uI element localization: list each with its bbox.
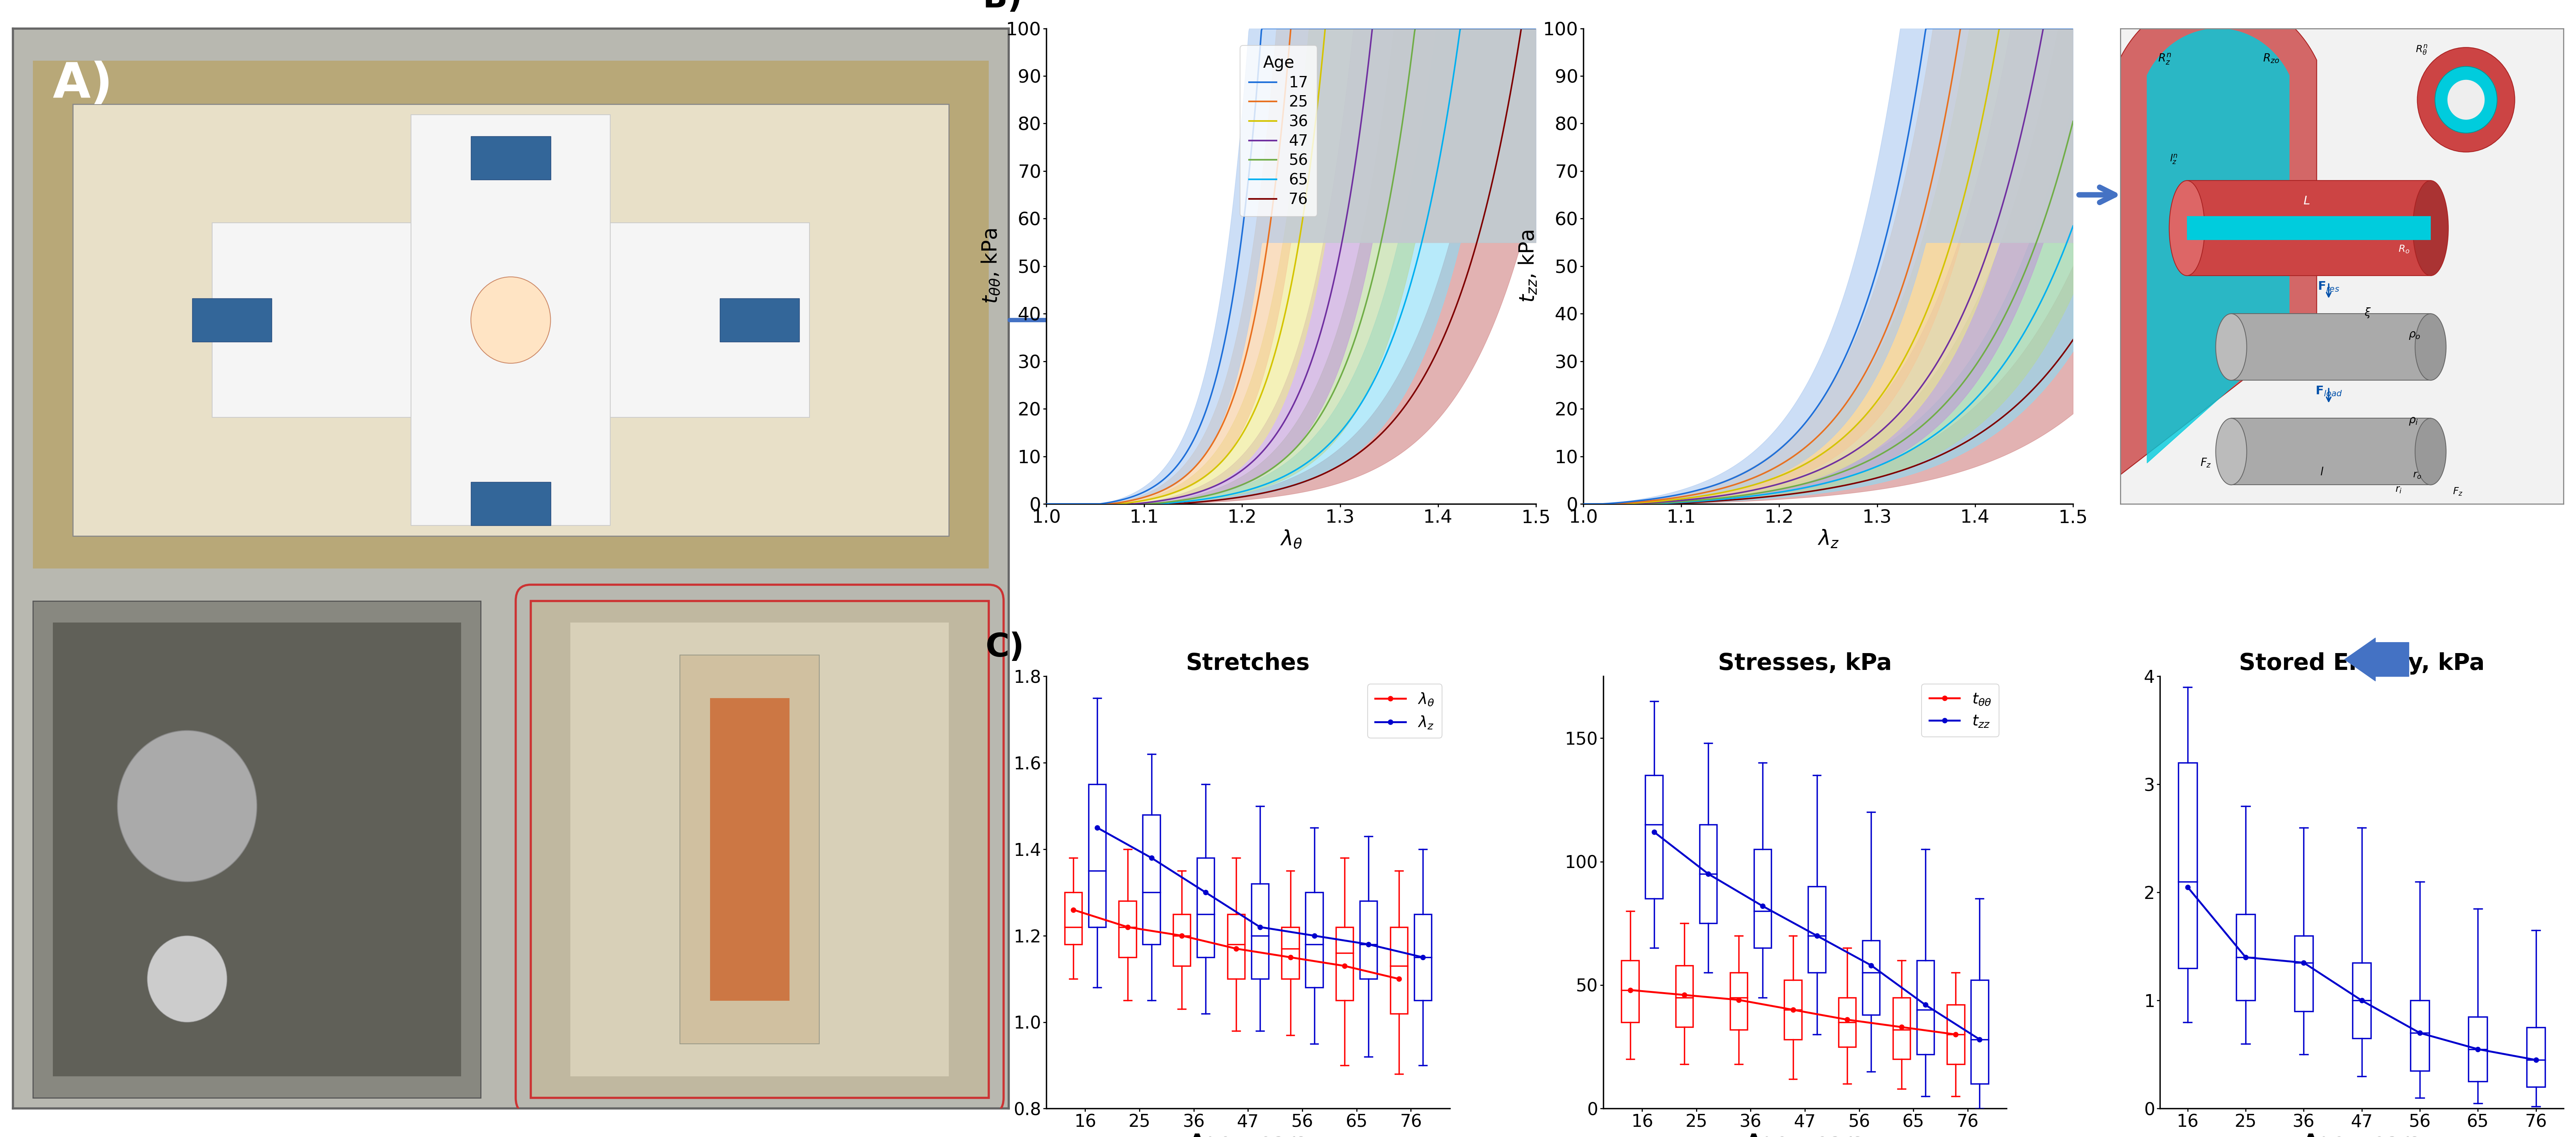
Text: $l_z^n$: $l_z^n$: [2169, 153, 2177, 165]
Bar: [2187, 216, 2429, 240]
Bar: [1118, 902, 1136, 957]
Bar: [1252, 883, 1267, 979]
Text: $\rho_i$: $\rho_i$: [2409, 415, 2419, 426]
Bar: [2187, 181, 2429, 275]
Circle shape: [2447, 80, 2483, 119]
Bar: [1947, 1005, 1963, 1064]
Bar: [471, 136, 551, 180]
Bar: [1087, 785, 1105, 927]
Text: $\mathbf{F}_{load}$: $\mathbf{F}_{load}$: [2316, 385, 2342, 397]
X-axis label: $\lambda_{\theta}$: $\lambda_{\theta}$: [1280, 529, 1301, 550]
Text: $F_z$: $F_z$: [2452, 487, 2463, 497]
Bar: [211, 223, 809, 417]
Bar: [2231, 314, 2429, 380]
Bar: [33, 600, 482, 1098]
Bar: [719, 298, 799, 341]
Bar: [1893, 997, 1909, 1060]
Text: $\rho_o$: $\rho_o$: [2409, 330, 2419, 341]
Text: $r_i$: $r_i$: [2396, 485, 2401, 495]
Bar: [1198, 858, 1213, 957]
Text: $R_\theta^n$: $R_\theta^n$: [2416, 43, 2427, 56]
Bar: [52, 623, 461, 1076]
Bar: [1144, 814, 1159, 945]
Text: $\xi$: $\xi$: [2365, 307, 2370, 319]
Ellipse shape: [2215, 314, 2246, 380]
Text: B): B): [981, 0, 1023, 14]
Bar: [1391, 927, 1406, 1013]
X-axis label: Age, years: Age, years: [2303, 1132, 2419, 1137]
X-axis label: Age, years: Age, years: [1747, 1132, 1862, 1137]
Legend: 17, 25, 36, 47, 56, 65, 76: 17, 25, 36, 47, 56, 65, 76: [1239, 45, 1316, 216]
Bar: [1971, 980, 1989, 1084]
Bar: [1839, 997, 1855, 1047]
Bar: [680, 655, 819, 1044]
Bar: [1064, 893, 1082, 945]
Circle shape: [118, 730, 258, 882]
Text: C): C): [987, 632, 1025, 663]
Ellipse shape: [2414, 418, 2445, 484]
Circle shape: [147, 936, 227, 1022]
Y-axis label: $t_{\theta\theta}$, kPa: $t_{\theta\theta}$, kPa: [981, 229, 1002, 304]
Bar: [2411, 1001, 2429, 1071]
Text: $L$: $L$: [2303, 196, 2311, 207]
Text: $\mathbf{F}_{res}$: $\mathbf{F}_{res}$: [2318, 281, 2339, 292]
Bar: [1754, 849, 1770, 948]
Bar: [1808, 886, 1826, 973]
Bar: [1360, 902, 1378, 979]
Bar: [711, 698, 788, 1001]
Ellipse shape: [2414, 314, 2445, 380]
Title: Stresses, kPa: Stresses, kPa: [1718, 653, 1891, 674]
Bar: [2295, 936, 2313, 1011]
Bar: [1306, 893, 1321, 988]
Title: Stretches: Stretches: [1185, 653, 1309, 674]
Bar: [72, 103, 948, 536]
Bar: [569, 623, 948, 1076]
X-axis label: $\lambda_{z}$: $\lambda_{z}$: [1816, 529, 1839, 549]
Legend: $t_{\theta\theta}$, $t_{zz}$: $t_{\theta\theta}$, $t_{zz}$: [1922, 684, 1999, 737]
Title: Stored Energy, kPa: Stored Energy, kPa: [2239, 653, 2483, 674]
Text: $R_z^n$: $R_z^n$: [2159, 52, 2172, 66]
Bar: [412, 115, 611, 525]
Bar: [1862, 940, 1880, 1014]
Ellipse shape: [2414, 181, 2447, 275]
Circle shape: [2434, 66, 2496, 133]
Bar: [1700, 824, 1716, 923]
Text: $l$: $l$: [2318, 467, 2324, 478]
Bar: [2527, 1028, 2545, 1087]
Text: $F_z$: $F_z$: [2200, 457, 2210, 468]
Circle shape: [2416, 48, 2514, 152]
Bar: [2177, 763, 2197, 968]
Bar: [1646, 775, 1662, 898]
Bar: [1917, 961, 1935, 1054]
Legend: $\lambda_{\theta}$, $\lambda_z$: $\lambda_{\theta}$, $\lambda_z$: [1368, 684, 1443, 738]
Bar: [531, 600, 989, 1098]
Y-axis label: $t_{zz}$, kPa: $t_{zz}$, kPa: [1517, 230, 1538, 302]
Text: $R_o$: $R_o$: [2398, 244, 2409, 255]
Bar: [193, 298, 270, 341]
Bar: [1785, 980, 1801, 1039]
Bar: [471, 482, 551, 525]
Bar: [33, 60, 989, 568]
Ellipse shape: [2215, 418, 2246, 484]
Bar: [1414, 914, 1432, 1001]
Text: $r_o$: $r_o$: [2414, 471, 2421, 480]
Text: $R_{zo}$: $R_{zo}$: [2262, 52, 2280, 65]
Bar: [2236, 914, 2254, 1001]
Ellipse shape: [2169, 181, 2205, 275]
Bar: [2352, 963, 2370, 1038]
Bar: [1337, 927, 1352, 1001]
Bar: [1226, 914, 1244, 979]
Text: A): A): [52, 60, 113, 108]
Bar: [2231, 418, 2429, 484]
Circle shape: [471, 277, 551, 364]
X-axis label: Age, years: Age, years: [1190, 1132, 1306, 1137]
Bar: [1728, 973, 1747, 1029]
Bar: [1674, 965, 1692, 1027]
Bar: [1172, 914, 1190, 966]
Bar: [1280, 927, 1298, 979]
Bar: [2468, 1016, 2486, 1081]
Bar: [1620, 961, 1638, 1022]
